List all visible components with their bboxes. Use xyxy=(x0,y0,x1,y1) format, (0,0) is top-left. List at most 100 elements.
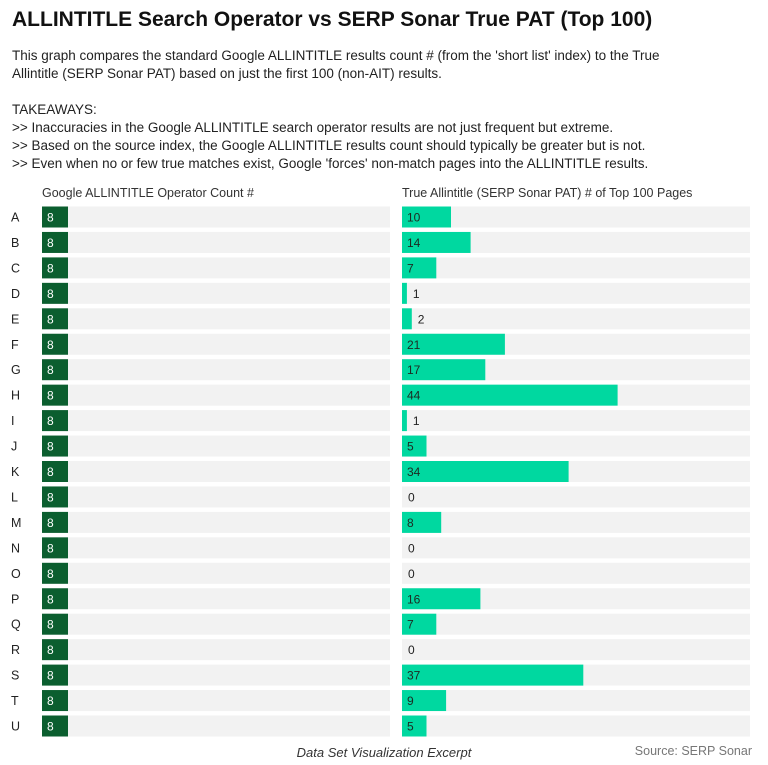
bar xyxy=(402,282,407,304)
bar xyxy=(402,231,471,253)
bar xyxy=(402,461,569,482)
row-background xyxy=(42,690,390,712)
bar xyxy=(402,664,584,686)
row-background xyxy=(42,333,390,355)
row-background xyxy=(42,511,390,533)
row-background xyxy=(42,206,390,228)
data-label: 8 xyxy=(47,211,54,225)
bar xyxy=(42,664,68,686)
bar xyxy=(402,257,437,279)
row-background xyxy=(42,562,390,584)
row-background xyxy=(42,231,390,253)
bar xyxy=(402,410,407,432)
bar xyxy=(42,410,68,432)
category-label: L xyxy=(11,490,18,504)
takeaways-heading: TAKEAWAYS: xyxy=(12,102,97,117)
data-label: 8 xyxy=(47,287,54,301)
row-background xyxy=(42,613,390,635)
chart-title: ALLINTITLE Search Operator vs SERP Sonar… xyxy=(12,8,653,31)
bar xyxy=(42,359,68,381)
row-background xyxy=(42,384,390,406)
row-background xyxy=(42,435,390,457)
row-background xyxy=(402,537,750,559)
category-label: O xyxy=(11,567,21,581)
bar xyxy=(42,690,68,712)
bar xyxy=(402,308,412,330)
category-label: E xyxy=(11,312,19,326)
row-background xyxy=(42,308,390,330)
bar xyxy=(42,486,68,508)
data-label: 10 xyxy=(407,211,421,225)
data-label: 8 xyxy=(47,236,54,250)
data-label: 0 xyxy=(408,567,415,581)
category-label: G xyxy=(11,363,21,377)
footer-caption: Data Set Visualization Excerpt xyxy=(296,745,472,760)
row-background xyxy=(42,664,390,686)
bar xyxy=(402,690,447,712)
bar xyxy=(402,206,451,228)
bar xyxy=(42,206,68,228)
bar xyxy=(42,588,68,610)
category-label: I xyxy=(11,414,14,428)
data-label: 0 xyxy=(408,490,415,504)
bar xyxy=(42,333,68,355)
bar xyxy=(42,308,68,330)
data-label: 5 xyxy=(407,720,414,734)
description-line-1: This graph compares the standard Google … xyxy=(12,48,660,63)
data-label: 8 xyxy=(47,312,54,326)
row-background xyxy=(402,486,750,508)
data-label: 8 xyxy=(47,363,54,377)
category-label: H xyxy=(11,389,20,403)
row-background xyxy=(402,690,750,712)
data-label: 8 xyxy=(47,261,54,275)
takeaway-1: >> Inaccuracies in the Google ALLINTITLE… xyxy=(12,120,614,135)
source-credit: Source: SERP Sonar xyxy=(634,744,752,758)
category-label: Q xyxy=(11,618,21,632)
category-label: F xyxy=(11,338,19,352)
category-label: K xyxy=(11,465,20,479)
description-line-2: Allintitle (SERP Sonar PAT) based on jus… xyxy=(12,66,442,81)
bar xyxy=(42,257,68,279)
category-label: P xyxy=(11,592,19,606)
bar xyxy=(42,537,68,559)
data-label: 0 xyxy=(408,643,415,657)
category-label: J xyxy=(11,440,17,454)
right-panel-header: True Allintitle (SERP Sonar PAT) # of To… xyxy=(402,186,693,200)
data-label: 34 xyxy=(407,465,421,479)
category-label: S xyxy=(11,669,19,683)
row-background xyxy=(42,639,390,661)
data-label: 8 xyxy=(47,720,54,734)
row-background xyxy=(402,282,750,304)
data-label: 8 xyxy=(47,541,54,555)
bar xyxy=(402,613,437,635)
data-label: 0 xyxy=(408,541,415,555)
bar xyxy=(402,511,442,533)
bar xyxy=(402,435,427,457)
data-label: 8 xyxy=(47,643,54,657)
data-label: 9 xyxy=(407,694,414,708)
row-background xyxy=(402,206,750,228)
row-background xyxy=(42,410,390,432)
category-label: C xyxy=(11,261,20,275)
row-background xyxy=(402,613,750,635)
row-background xyxy=(42,257,390,279)
row-background xyxy=(402,715,750,737)
data-label: 2 xyxy=(418,312,425,326)
data-label: 8 xyxy=(47,465,54,479)
row-background xyxy=(402,410,750,432)
row-background xyxy=(402,639,750,661)
data-label: 8 xyxy=(47,490,54,504)
bar xyxy=(402,333,505,355)
takeaway-2: >> Based on the source index, the Google… xyxy=(12,138,646,153)
bar xyxy=(42,384,68,406)
bar xyxy=(42,639,68,661)
bar xyxy=(42,613,68,635)
bar xyxy=(402,588,481,610)
bar xyxy=(42,231,68,253)
category-label: R xyxy=(11,643,20,657)
data-label: 37 xyxy=(407,669,421,683)
row-background xyxy=(402,511,750,533)
row-background xyxy=(42,282,390,304)
category-label: M xyxy=(11,516,21,530)
